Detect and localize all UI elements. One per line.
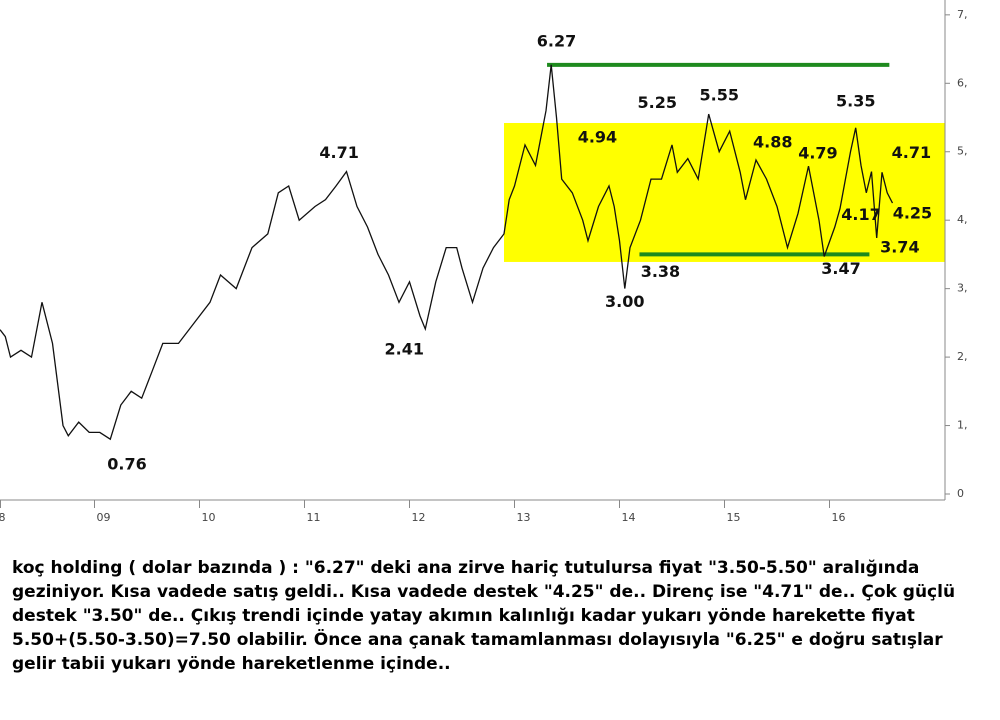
x-tick-label: 09: [97, 511, 111, 524]
x-tick-label: 16: [832, 511, 846, 524]
annotation: 4.88: [753, 132, 792, 151]
range-band: [504, 122, 945, 262]
annotation: 3.74: [880, 237, 919, 256]
annotation: 3.00: [605, 292, 644, 311]
y-tick-label: 4,: [957, 213, 968, 226]
x-tick-label: 08: [0, 511, 6, 524]
annotation: 5.25: [638, 93, 677, 112]
y-tick-label: 1,: [957, 419, 968, 432]
chart: 0 1, 2, 3, 4, 5, 6, 7, 08 09 10 11 12 13 14 15 16 6.27 5.2…: [0, 0, 968, 524]
annotation: 5.35: [836, 91, 875, 110]
annotation: 4.71: [892, 143, 931, 162]
annotation: 0.76: [107, 454, 146, 473]
x-tick-label: 11: [307, 511, 321, 524]
y-tick-label: 2,: [957, 350, 968, 363]
annotation: 6.27: [537, 31, 576, 50]
x-tick-label: 13: [517, 511, 531, 524]
x-tick-label: 10: [202, 511, 216, 524]
annotation: 4.17: [841, 205, 880, 224]
y-tick-label: 0: [957, 487, 964, 500]
description: koç holding ( dolar bazında ) : "6.27" d…: [12, 558, 956, 674]
y-tick-label: 7,: [957, 8, 968, 21]
annotation: 4.71: [319, 143, 358, 162]
annotation: 5.55: [700, 86, 739, 105]
x-tick-label: 15: [727, 511, 741, 524]
x-tick-label: 12: [412, 511, 426, 524]
price-line: [0, 64, 894, 441]
annotation: 3.47: [821, 259, 860, 278]
x-tick-label: 14: [622, 511, 636, 524]
y-tick-label: 5,: [957, 145, 968, 158]
y-tick-label: 6,: [957, 76, 968, 89]
annotation: 2.41: [385, 340, 424, 359]
y-tick-label: 3,: [957, 282, 968, 295]
annotation: 4.79: [798, 144, 837, 163]
annotation: 4.25: [893, 204, 932, 223]
annotation: 3.38: [641, 262, 680, 281]
annotation: 4.94: [578, 127, 617, 146]
